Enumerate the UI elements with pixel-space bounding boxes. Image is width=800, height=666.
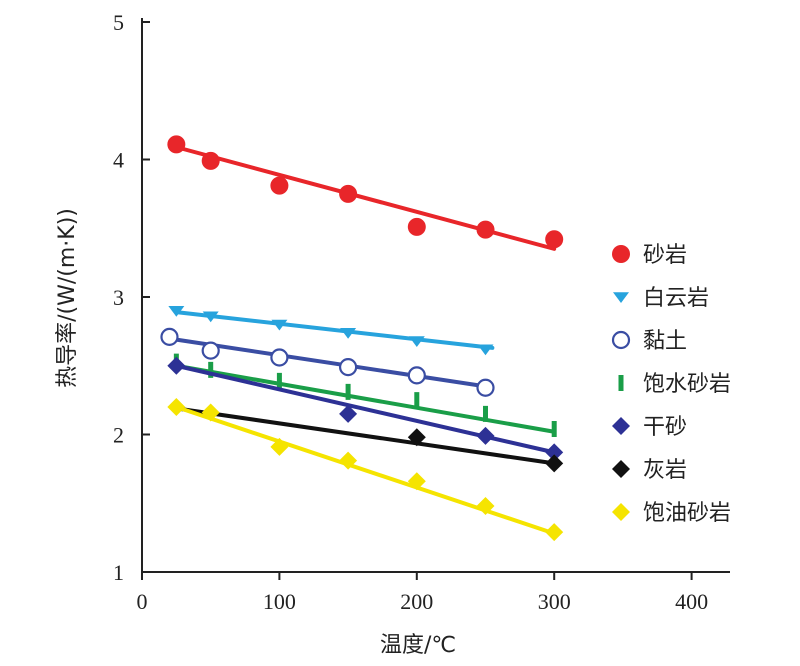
data-point xyxy=(414,392,420,409)
data-point xyxy=(339,451,358,470)
data-point xyxy=(339,184,358,203)
series-6 xyxy=(174,406,564,473)
data-point xyxy=(168,305,185,317)
data-point xyxy=(407,472,426,491)
legend-item: 黏土 xyxy=(611,329,687,354)
data-point xyxy=(477,344,494,356)
series-2 xyxy=(168,305,495,356)
data-point xyxy=(339,358,358,377)
fit-line xyxy=(174,145,557,251)
data-point xyxy=(340,327,357,339)
legend-marker xyxy=(612,417,630,435)
data-point xyxy=(201,403,220,422)
data-point xyxy=(483,405,488,422)
legend-item: 干砂 xyxy=(612,415,687,440)
data-point xyxy=(167,135,186,154)
series-7 xyxy=(167,398,564,542)
legend-label: 砂岩 xyxy=(643,243,687,268)
x-axis-title: 温度/℃ xyxy=(380,633,456,658)
legend-item: 饱油砂岩 xyxy=(612,501,731,526)
y-tick-label: 5 xyxy=(113,10,124,35)
x-tick-label: 400 xyxy=(675,589,708,614)
data-point xyxy=(270,176,289,195)
data-point xyxy=(545,523,564,542)
legend-marker xyxy=(613,292,629,303)
data-point xyxy=(545,230,564,249)
y-tick-label: 3 xyxy=(113,285,124,310)
data-point xyxy=(339,404,358,423)
fit-line xyxy=(174,363,557,455)
series-1 xyxy=(167,135,564,251)
data-point xyxy=(345,383,351,400)
data-point xyxy=(276,372,282,389)
data-point xyxy=(545,443,564,462)
data-point xyxy=(551,421,557,437)
fit-line xyxy=(174,363,557,434)
legend-item: 白云岩 xyxy=(613,286,709,311)
y-axis-title: 热导率/(W/(m·K)) xyxy=(55,208,80,388)
y-tick-label: 1 xyxy=(113,560,124,585)
data-point xyxy=(545,454,564,473)
data-point xyxy=(160,327,179,346)
legend-item: 砂岩 xyxy=(612,243,687,268)
data-point xyxy=(201,341,220,360)
plot-area xyxy=(160,135,564,542)
data-point xyxy=(407,366,426,385)
legend-label: 白云岩 xyxy=(643,286,709,311)
x-tick-label: 300 xyxy=(538,589,571,614)
legend-item: 灰岩 xyxy=(612,458,687,483)
data-point xyxy=(476,426,495,445)
data-point xyxy=(270,348,289,367)
legend-label: 黏土 xyxy=(643,329,687,354)
x-tick-label: 0 xyxy=(137,589,148,614)
x-tick-label: 100 xyxy=(263,589,296,614)
x-tick-label: 200 xyxy=(400,589,433,614)
legend-marker xyxy=(612,460,630,478)
fit-line xyxy=(174,405,557,536)
data-point xyxy=(271,319,288,331)
legend-marker xyxy=(611,330,631,350)
legend-item: 饱水砂岩 xyxy=(618,372,731,397)
data-point xyxy=(201,151,220,170)
legend-marker xyxy=(618,375,624,391)
data-point xyxy=(208,361,214,378)
legend-label: 饱水砂岩 xyxy=(643,372,731,397)
data-point xyxy=(407,428,426,447)
legend-label: 干砂 xyxy=(643,415,687,440)
axes: 0 100 200 300 400 1 2 3 4 5 xyxy=(113,10,730,614)
data-point xyxy=(408,336,425,347)
data-point xyxy=(476,378,495,397)
legend-label: 饱油砂岩 xyxy=(643,501,731,526)
data-point xyxy=(476,497,495,515)
fit-line xyxy=(174,406,557,466)
fit-line xyxy=(174,337,488,389)
fit-line xyxy=(174,310,495,350)
data-point xyxy=(407,217,426,236)
data-point xyxy=(167,398,186,416)
y-tick-label: 4 xyxy=(113,148,124,173)
series-3 xyxy=(160,327,495,397)
series-5 xyxy=(167,356,564,462)
data-point xyxy=(167,356,186,375)
legend-label: 灰岩 xyxy=(643,458,687,483)
data-point xyxy=(270,437,289,456)
data-point xyxy=(202,311,219,323)
y-tick-label: 2 xyxy=(113,423,124,448)
legend-marker xyxy=(612,245,630,263)
legend-marker xyxy=(612,503,630,521)
data-point xyxy=(476,220,495,239)
